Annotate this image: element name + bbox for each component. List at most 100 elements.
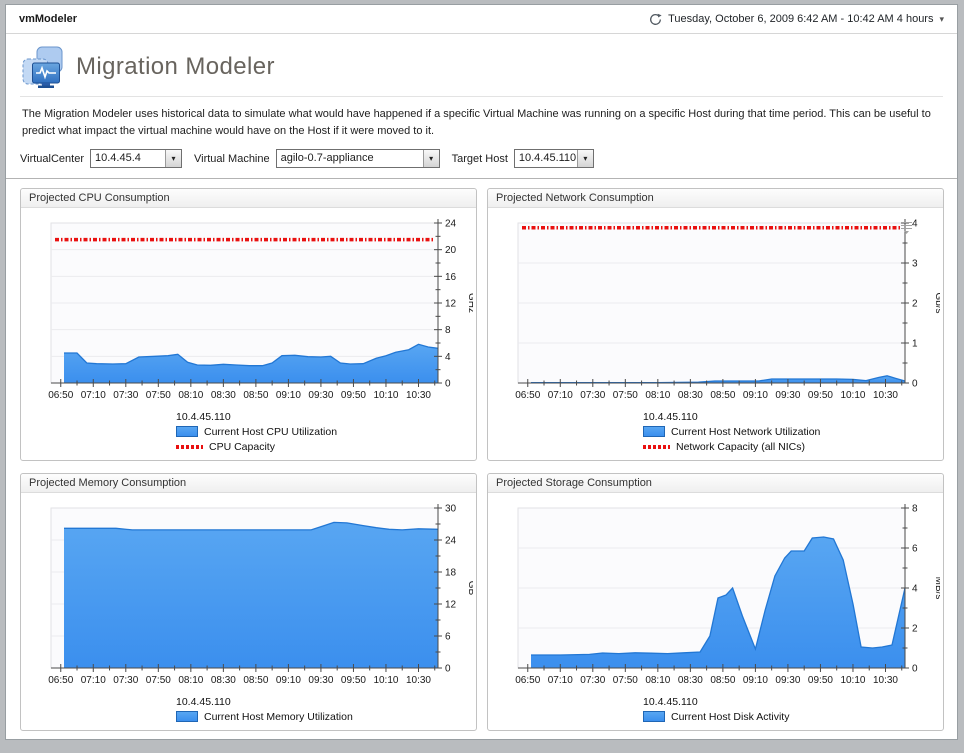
svg-text:20: 20 xyxy=(445,245,457,256)
svg-text:09:50: 09:50 xyxy=(808,675,833,686)
chart-panels: Projected CPU Consumption 0 4 8 12 16 20 24 GHz… xyxy=(6,179,957,739)
svg-text:0: 0 xyxy=(912,379,918,390)
legend-label: CPU Capacity xyxy=(209,440,275,453)
svg-text:12: 12 xyxy=(445,299,457,310)
legend-item: CPU Capacity xyxy=(176,439,476,454)
svg-text:07:50: 07:50 xyxy=(613,390,638,401)
time-range-label: Tuesday, October 6, 2009 6:42 AM - 10:42… xyxy=(668,13,934,25)
legend-label: Current Host CPU Utilization xyxy=(204,425,338,438)
svg-text:07:30: 07:30 xyxy=(580,675,605,686)
target-host-select[interactable]: 10.4.45.110 ▾ xyxy=(513,149,594,168)
svg-text:6: 6 xyxy=(912,544,918,555)
page-description: The Migration Modeler uses historical da… xyxy=(22,108,931,137)
svg-text:07:10: 07:10 xyxy=(81,390,106,401)
panel-title: Projected CPU Consumption xyxy=(21,189,476,208)
svg-text:4: 4 xyxy=(912,219,918,230)
chart-options-menu-icon[interactable] xyxy=(900,220,913,239)
storage-consumption-chart: 0 2 4 6 8 MB/s 06:50 07:10 07:30 07:50 08:10 08:30 0… xyxy=(515,504,940,687)
legend-item: Current Host CPU Utilization xyxy=(176,424,476,439)
svg-text:07:30: 07:30 xyxy=(113,675,138,686)
capacity-line-swatch-icon xyxy=(176,444,203,449)
target-host-label: Target Host xyxy=(451,152,508,165)
svg-text:06:50: 06:50 xyxy=(515,390,540,401)
svg-text:09:30: 09:30 xyxy=(775,675,800,686)
svg-text:4: 4 xyxy=(445,352,451,363)
svg-text:09:50: 09:50 xyxy=(341,390,366,401)
legend-item: Current Host Disk Activity xyxy=(643,709,943,724)
svg-text:MB/s: MB/s xyxy=(933,577,940,600)
chart-legend: Current Host Memory Utilization xyxy=(23,709,476,724)
virtualcenter-select[interactable]: 10.4.45.4 ▾ xyxy=(90,149,182,168)
svg-text:1: 1 xyxy=(912,339,918,350)
svg-text:09:10: 09:10 xyxy=(276,390,301,401)
svg-text:Gb/s: Gb/s xyxy=(933,292,940,313)
legend-item: Network Capacity (all NICs) xyxy=(643,439,943,454)
svg-text:09:30: 09:30 xyxy=(308,390,333,401)
virtual-machine-select[interactable]: agilo-0.7-appliance ▾ xyxy=(275,149,440,168)
svg-text:09:30: 09:30 xyxy=(308,675,333,686)
svg-text:08:30: 08:30 xyxy=(211,390,236,401)
legend-label: Current Host Disk Activity xyxy=(671,710,790,723)
virtual-machine-label: Virtual Machine xyxy=(194,152,270,165)
page-header: Migration Modeler The Migration Modeler … xyxy=(6,34,957,139)
clock-refresh-icon xyxy=(650,13,662,25)
svg-text:07:50: 07:50 xyxy=(146,675,171,686)
app-window: vmModeler Tuesday, October 6, 2009 6:42 … xyxy=(5,4,958,740)
svg-text:07:10: 07:10 xyxy=(548,675,573,686)
svg-text:09:10: 09:10 xyxy=(276,675,301,686)
cpu-consumption-chart: 0 4 8 12 16 20 24 GHz 06:50 07:10 07:30 07:50 08:10 0… xyxy=(48,219,473,402)
area-series-swatch-icon xyxy=(643,426,665,437)
svg-text:08:30: 08:30 xyxy=(678,675,703,686)
svg-text:10:10: 10:10 xyxy=(373,390,398,401)
svg-text:09:30: 09:30 xyxy=(775,390,800,401)
chevron-down-icon: ▾ xyxy=(939,13,944,24)
svg-text:3: 3 xyxy=(912,259,918,270)
series-host-label: 10.4.45.110 xyxy=(643,696,698,708)
svg-text:GHz: GHz xyxy=(466,293,473,313)
svg-text:08:50: 08:50 xyxy=(710,390,735,401)
svg-text:08:10: 08:10 xyxy=(178,390,203,401)
svg-text:08:30: 08:30 xyxy=(211,675,236,686)
svg-text:10:10: 10:10 xyxy=(840,675,865,686)
svg-text:10:10: 10:10 xyxy=(840,390,865,401)
svg-text:10:30: 10:30 xyxy=(406,390,431,401)
svg-text:12: 12 xyxy=(445,600,457,611)
svg-text:07:10: 07:10 xyxy=(548,390,573,401)
svg-text:6: 6 xyxy=(445,632,451,643)
svg-text:07:30: 07:30 xyxy=(580,390,605,401)
page-title: Migration Modeler xyxy=(76,53,275,80)
top-bar: vmModeler Tuesday, October 6, 2009 6:42 … xyxy=(6,5,957,34)
svg-text:8: 8 xyxy=(912,504,918,515)
svg-text:0: 0 xyxy=(445,664,451,675)
chevron-down-icon[interactable]: ▾ xyxy=(422,150,439,167)
svg-text:4: 4 xyxy=(912,584,918,595)
svg-text:10:30: 10:30 xyxy=(406,675,431,686)
series-host-label: 10.4.45.110 xyxy=(643,411,698,423)
area-series-swatch-icon xyxy=(176,711,198,722)
svg-text:06:50: 06:50 xyxy=(48,390,73,401)
chart-legend: Current Host Disk Activity xyxy=(490,709,943,724)
chevron-down-icon[interactable]: ▾ xyxy=(165,150,181,167)
svg-text:8: 8 xyxy=(445,325,451,336)
svg-text:07:30: 07:30 xyxy=(113,390,138,401)
panel-network-consumption: Projected Network Consumption 0 1 2 3 4 Gb/s 0… xyxy=(487,188,944,461)
memory-consumption-chart: 0 6 12 18 24 30 GB 06:50 07:10 07:30 07:50 08:10 08:… xyxy=(48,504,473,687)
legend-label: Current Host Network Utilization xyxy=(671,425,821,438)
svg-text:18: 18 xyxy=(445,568,457,579)
migration-modeler-icon xyxy=(22,46,63,88)
svg-text:08:50: 08:50 xyxy=(243,390,268,401)
title-divider xyxy=(20,96,943,97)
svg-text:08:10: 08:10 xyxy=(645,390,670,401)
svg-text:10:10: 10:10 xyxy=(373,675,398,686)
svg-text:30: 30 xyxy=(445,504,457,515)
chevron-down-icon[interactable]: ▾ xyxy=(576,150,593,167)
area-series-swatch-icon xyxy=(643,711,665,722)
svg-text:24: 24 xyxy=(445,219,457,230)
time-range-selector[interactable]: Tuesday, October 6, 2009 6:42 AM - 10:42… xyxy=(649,13,944,26)
panel-title: Projected Memory Consumption xyxy=(21,474,476,493)
network-consumption-chart: 0 1 2 3 4 Gb/s 06:50 07:10 07:30 07:50 08:10 08:30 0… xyxy=(515,219,940,402)
svg-text:08:50: 08:50 xyxy=(243,675,268,686)
svg-text:08:10: 08:10 xyxy=(645,675,670,686)
series-host-label: 10.4.45.110 xyxy=(176,411,231,423)
target-host-value: 10.4.45.110 xyxy=(518,152,577,164)
